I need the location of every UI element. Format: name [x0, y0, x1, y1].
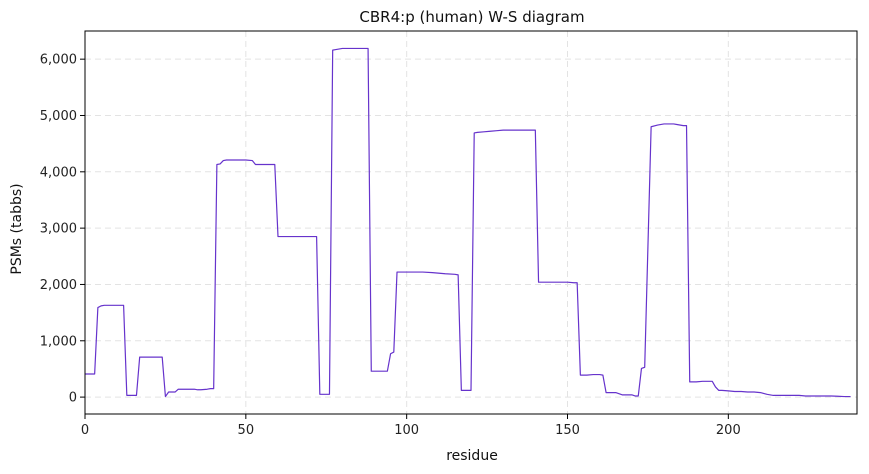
y-tick-label: 6,000 [40, 53, 77, 68]
y-axis: 0 1,000 2,000 3,000 4,000 5,000 6,000 [40, 53, 85, 406]
y-tick-label: 4,000 [40, 165, 77, 180]
chart-title: CBR4:p (human) W-S diagram [359, 8, 584, 26]
x-tick-label: 150 [555, 423, 580, 438]
y-axis-label: PSMs (tabbs) [9, 183, 25, 274]
y-tick-label: 5,000 [40, 109, 77, 124]
x-axis-label: residue [446, 448, 498, 464]
series-layer [85, 47, 851, 398]
x-tick-label: 200 [716, 423, 741, 438]
y-tick-label: 3,000 [40, 222, 77, 237]
series-line [85, 47, 851, 398]
x-tick-label: 50 [238, 423, 255, 438]
x-tick-label: 0 [81, 423, 89, 438]
x-axis: 0 50 100 150 200 [81, 414, 741, 438]
plot-frame [84, 30, 858, 415]
y-tick-label: 2,000 [40, 278, 77, 293]
y-tick-label: 1,000 [40, 334, 77, 349]
grid [84, 31, 857, 414]
x-tick-label: 100 [394, 423, 419, 438]
y-tick-label: 0 [69, 391, 77, 406]
